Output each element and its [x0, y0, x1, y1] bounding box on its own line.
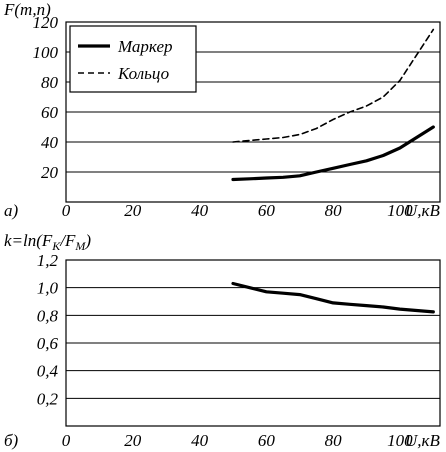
x-tick-label: 20	[124, 431, 142, 450]
y-tick-label: 120	[33, 13, 59, 32]
chart-panel-b: 0,2 0,4 0,6 0,8 1,0 1,2 0 20 40 60 80 100 k=ln(FK/FM…	[4, 231, 441, 450]
y-tick-label: 60	[41, 103, 59, 122]
y-tick-label: 20	[41, 163, 59, 182]
legend-box	[69, 25, 197, 93]
y-axis-title: k=ln(FK/FM)	[4, 231, 91, 253]
x-tick-label: 0	[62, 431, 71, 450]
x-tick-label: 80	[325, 201, 343, 220]
y-tick-label: 0,6	[37, 334, 59, 353]
y-axis-title-part: k=ln(F	[4, 231, 53, 250]
y-tick-label: 100	[33, 43, 59, 62]
legend-entry: Маркер	[117, 37, 173, 56]
x-axis-title: U,кВ	[405, 431, 440, 450]
x-axis-title: U,кВ	[405, 201, 440, 220]
y-tick-label: 40	[41, 133, 59, 152]
panel-label: а)	[4, 201, 19, 220]
series-line-Кольцо	[232, 28, 435, 143]
y-tick-label: 0,8	[37, 306, 59, 325]
x-tick-label: 80	[325, 431, 343, 450]
y-axis-title-part: )	[84, 231, 91, 250]
x-tick-label: 100	[387, 431, 413, 450]
y-tick-label: 1,0	[37, 279, 59, 298]
y-tick-label: 0,2	[37, 389, 59, 408]
panel-label: б)	[4, 431, 19, 450]
y-axis-title-part: K	[51, 239, 61, 253]
y-tick-label: 1,2	[37, 251, 59, 270]
x-tick-label: 0	[62, 201, 71, 220]
x-tick-label: 40	[191, 431, 209, 450]
x-tick-label: 20	[124, 201, 142, 220]
y-axis-title: F(m,n)	[3, 0, 51, 19]
series-line-Маркер	[231, 125, 435, 182]
x-tick-label: 100	[387, 201, 413, 220]
y-axis-title-part: M	[74, 239, 86, 253]
x-tick-label: 60	[258, 201, 276, 220]
y-axis-title-part: /F	[59, 231, 76, 250]
x-tick-label: 60	[258, 431, 276, 450]
y-tick-label: 80	[41, 73, 59, 92]
series-line-k	[231, 281, 435, 314]
x-tick-label: 40	[191, 201, 209, 220]
y-tick-label: 0,4	[37, 362, 59, 381]
legend-entry: Кольцо	[117, 64, 169, 83]
